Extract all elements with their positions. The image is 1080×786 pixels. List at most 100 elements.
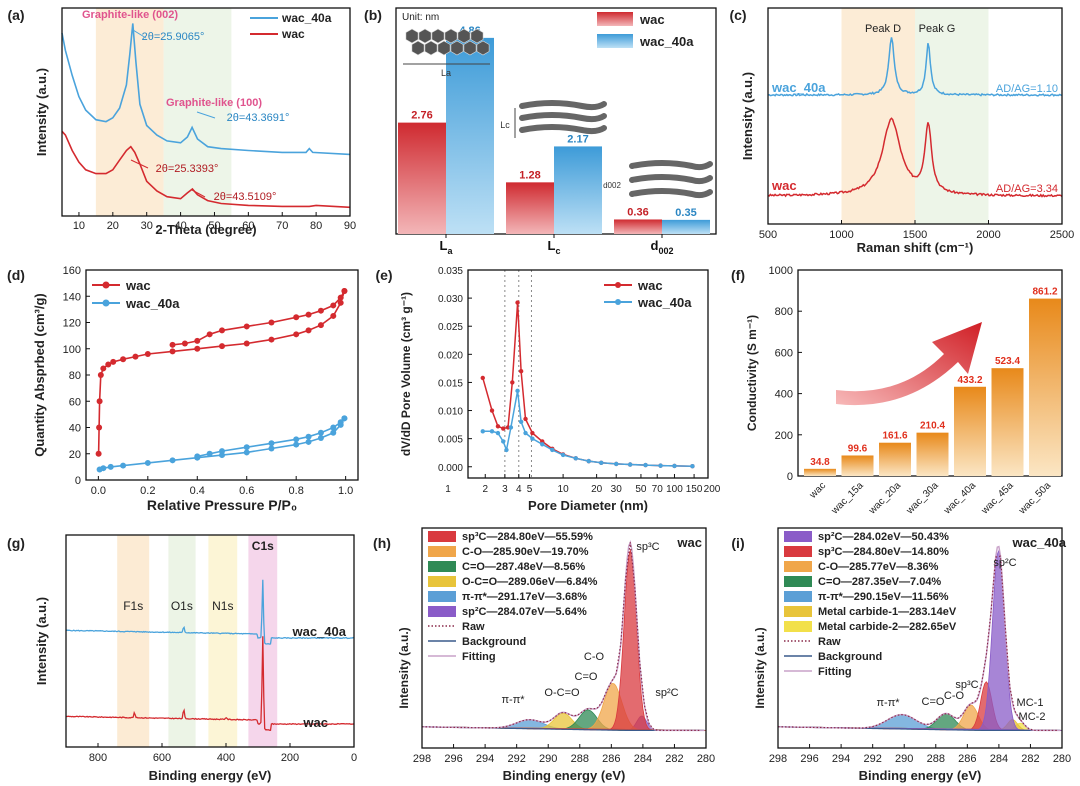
- data-point: [614, 461, 619, 467]
- legend-swatch: [597, 34, 633, 48]
- x-tick-label: 30: [141, 220, 153, 232]
- x-tick-label: 284: [990, 753, 1008, 765]
- annotation: 2θ=43.3691°: [227, 112, 290, 124]
- y-tick-label: 0: [75, 475, 81, 487]
- data-point: [268, 336, 275, 343]
- data-point: [219, 327, 225, 334]
- data-point: [110, 358, 117, 365]
- legend-marker: [615, 282, 621, 288]
- ratio-label: AD/AG=3.34: [996, 183, 1058, 195]
- x-tick-label: 60: [242, 220, 254, 232]
- legend-marker: [102, 281, 110, 289]
- x-tick-label: 80: [310, 220, 322, 232]
- data-point: [489, 429, 495, 434]
- data-point: [501, 426, 506, 431]
- category-subscript: 002: [658, 246, 673, 256]
- data-point: [305, 438, 312, 445]
- bar-wac_20a: [879, 442, 911, 476]
- x-tick-label: 292: [863, 753, 881, 765]
- x-axis-label: Raman shift (cm⁻¹): [857, 240, 974, 255]
- x-tick-label: 292: [507, 753, 525, 765]
- series-line-wac_40a: [767, 37, 1063, 97]
- desorption-line-wac: [172, 290, 346, 346]
- panel-label: (i): [731, 535, 744, 551]
- data-point: [144, 459, 151, 466]
- y-tick-label: 800: [775, 306, 793, 318]
- data-point: [586, 458, 591, 464]
- y-tick-label: 0.020: [438, 350, 463, 361]
- annotation: Graphite-like (100): [166, 97, 262, 109]
- y-tick-label: 0: [787, 471, 793, 483]
- annotation-arrow: [132, 29, 147, 39]
- x-tick-label: 2: [482, 484, 488, 495]
- legend-label: Raw: [818, 636, 841, 648]
- legend-marker: [615, 299, 621, 305]
- data-point: [495, 430, 501, 436]
- legend-label: π-π*—291.17eV—3.68%: [462, 591, 587, 603]
- x-tick-label: 0.8: [289, 485, 304, 497]
- legend-swatch: [784, 531, 812, 542]
- data-point: [341, 415, 348, 422]
- x-tick-label: 294: [476, 753, 494, 765]
- x-tick-label: 0.2: [140, 485, 155, 497]
- category-label: La: [440, 238, 454, 256]
- x-tick-label: 500: [759, 229, 777, 241]
- legend-label: C=O—287.35eV—7.04%: [818, 576, 941, 588]
- x-tick-label: 288: [571, 753, 589, 765]
- legend-label: C=O—287.48eV—8.56%: [462, 561, 585, 573]
- data-point: [501, 439, 506, 444]
- data-point: [573, 456, 578, 461]
- data-point: [317, 322, 324, 329]
- legend-label: wac: [125, 278, 151, 293]
- data-label: 861.2: [1032, 287, 1057, 298]
- x-tick-label: 2000: [976, 229, 1000, 241]
- legend-swatch: [428, 561, 456, 572]
- data-point: [293, 314, 300, 321]
- x-tick-label: 90: [344, 220, 356, 232]
- peak-annotation: O-C=O: [544, 687, 580, 699]
- data-point: [96, 424, 103, 431]
- data-point: [337, 299, 344, 306]
- panel-label: (h): [373, 535, 391, 551]
- y-axis-label: Intensity (a.u.): [34, 68, 49, 156]
- data-point: [144, 351, 151, 357]
- y-axis-label: Quantity Absprbed (cm³/g): [32, 293, 47, 456]
- bar-wac_15a: [841, 455, 874, 476]
- x-tick-label: 290: [895, 753, 913, 765]
- x-tick-label: 294: [832, 753, 850, 765]
- data-point: [643, 462, 648, 468]
- data-label: 0.35: [675, 207, 696, 219]
- legend-label: Metal carbide-1—283.14eV: [818, 606, 957, 618]
- panel-label: (c): [729, 7, 746, 23]
- category-label: wac_30a: [904, 480, 941, 517]
- peak-annotation: C=O: [922, 696, 945, 708]
- peak-annotation: π-π*: [501, 694, 525, 706]
- x-tick-label: 286: [958, 753, 976, 765]
- x-axis-label: Pore Diameter (nm): [528, 498, 648, 513]
- x-tick-label: 1.0: [338, 485, 353, 497]
- data-point: [530, 436, 535, 441]
- bar-wac_40a: [446, 37, 494, 234]
- inset-label: Lc: [500, 120, 510, 130]
- data-point: [194, 337, 201, 344]
- y-axis-label: Intensity (a.u.): [34, 597, 49, 685]
- x-tick-label: 5: [527, 484, 533, 495]
- data-point: [243, 444, 250, 451]
- bar-wac_40a: [954, 386, 986, 476]
- data-point: [495, 424, 501, 429]
- y-tick-label: 60: [69, 396, 81, 408]
- highlight-band: [117, 535, 150, 747]
- category-subscript: a: [447, 246, 453, 256]
- region-label: N1s: [212, 599, 233, 613]
- data-point: [690, 463, 695, 469]
- sample-title: wac_40a: [1012, 535, 1067, 550]
- data-label: 34.8: [810, 457, 830, 468]
- annotation: 2θ=43.5109°: [214, 191, 277, 203]
- x-tick-label: 70: [276, 220, 288, 232]
- y-tick-label: 20: [69, 449, 81, 461]
- legend-swatch: [428, 531, 456, 542]
- data-point: [337, 419, 344, 426]
- data-point: [169, 341, 176, 348]
- x-axis-label: Binding energy (eV): [149, 768, 272, 783]
